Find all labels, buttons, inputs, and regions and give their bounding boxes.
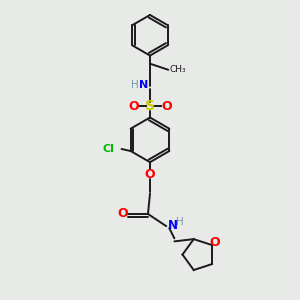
Text: Cl: Cl (103, 144, 114, 154)
Text: O: O (128, 100, 139, 113)
Text: CH₃: CH₃ (169, 65, 186, 74)
Text: S: S (145, 99, 155, 113)
Text: O: O (145, 168, 155, 181)
Text: O: O (210, 236, 220, 250)
Text: H: H (131, 80, 139, 90)
Text: O: O (117, 208, 128, 220)
Text: N: N (168, 219, 178, 232)
Text: H: H (176, 217, 184, 227)
Text: N: N (139, 80, 148, 90)
Text: O: O (161, 100, 172, 113)
